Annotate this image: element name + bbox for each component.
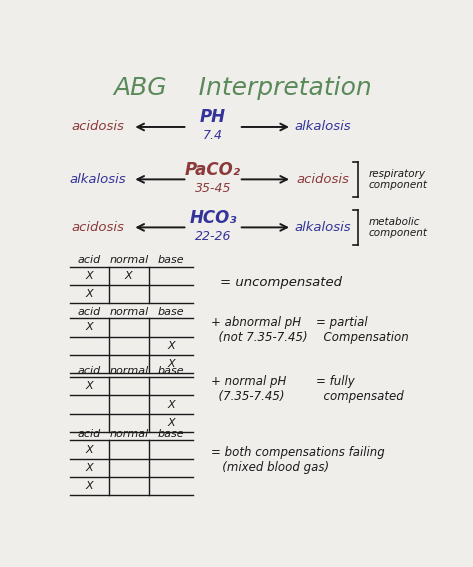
- Text: alkalosis: alkalosis: [295, 221, 351, 234]
- Text: X: X: [125, 271, 132, 281]
- Text: base: base: [158, 366, 184, 375]
- Text: X: X: [167, 400, 175, 409]
- Text: X: X: [86, 289, 93, 299]
- Text: X: X: [86, 481, 93, 491]
- Text: = both compensations failing
   (mixed blood gas): = both compensations failing (mixed bloo…: [211, 446, 385, 474]
- Text: base: base: [158, 429, 184, 439]
- Text: normal: normal: [109, 255, 149, 265]
- Text: = fully
  compensated: = fully compensated: [316, 375, 403, 403]
- Text: acid: acid: [78, 255, 101, 265]
- Text: acidosis: acidosis: [71, 221, 124, 234]
- Text: X: X: [86, 445, 93, 455]
- Text: 7.4: 7.4: [203, 129, 223, 142]
- Text: X: X: [167, 359, 175, 369]
- Text: alkalosis: alkalosis: [295, 120, 351, 133]
- Text: alkalosis: alkalosis: [70, 173, 126, 186]
- Text: normal: normal: [109, 307, 149, 316]
- Text: X: X: [86, 271, 93, 281]
- Text: HCO₃: HCO₃: [189, 209, 237, 227]
- Text: 35-45: 35-45: [195, 181, 231, 194]
- Text: ABG    Interpretation: ABG Interpretation: [113, 75, 372, 100]
- Text: acid: acid: [78, 307, 101, 316]
- Text: base: base: [158, 307, 184, 316]
- Text: + abnormal pH
  (not 7.35-7.45): + abnormal pH (not 7.35-7.45): [211, 316, 308, 344]
- Text: = uncompensated: = uncompensated: [220, 276, 342, 289]
- Text: X: X: [86, 463, 93, 473]
- Text: normal: normal: [109, 429, 149, 439]
- Text: acidosis: acidosis: [71, 120, 124, 133]
- Text: = partial
  Compensation: = partial Compensation: [316, 316, 409, 344]
- Text: metabolic
component: metabolic component: [369, 217, 428, 238]
- Text: respiratory
component: respiratory component: [369, 168, 428, 190]
- Text: normal: normal: [109, 366, 149, 375]
- Text: acidosis: acidosis: [297, 173, 350, 186]
- Text: PH: PH: [200, 108, 226, 126]
- Text: acid: acid: [78, 366, 101, 375]
- Text: X: X: [86, 382, 93, 391]
- Text: X: X: [167, 341, 175, 351]
- Text: X: X: [167, 418, 175, 428]
- Text: 22-26: 22-26: [195, 230, 231, 243]
- Text: acid: acid: [78, 429, 101, 439]
- Text: base: base: [158, 255, 184, 265]
- Text: + normal pH
  (7.35-7.45): + normal pH (7.35-7.45): [211, 375, 287, 403]
- Text: X: X: [86, 323, 93, 332]
- Text: PaCO₂: PaCO₂: [185, 161, 241, 179]
